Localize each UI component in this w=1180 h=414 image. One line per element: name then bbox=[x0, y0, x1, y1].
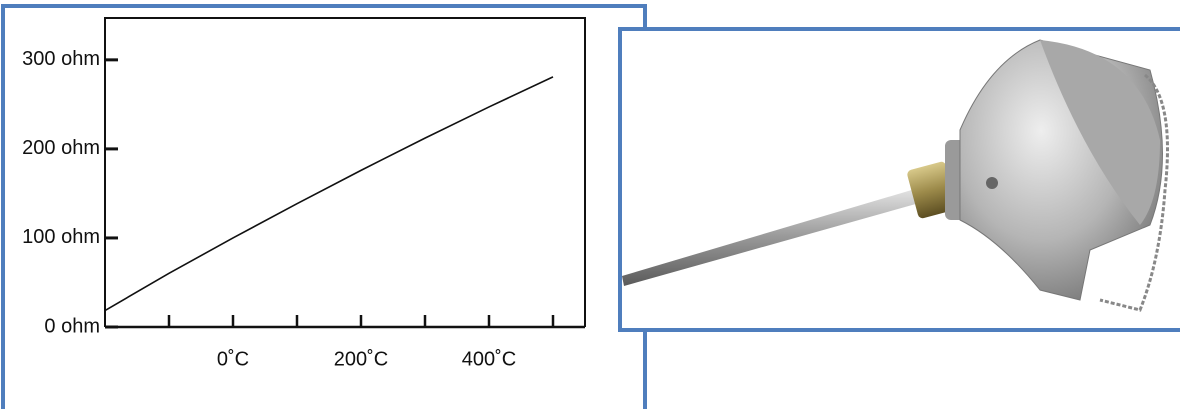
probe-rod bbox=[622, 186, 930, 286]
plot-frame bbox=[104, 17, 586, 327]
probe-chain bbox=[1099, 73, 1169, 312]
y-tick-label: 100 ohm bbox=[22, 226, 100, 248]
probe-screw bbox=[986, 177, 998, 189]
probe-lid bbox=[1040, 40, 1160, 225]
x-tick-label: 0˚C bbox=[217, 348, 249, 370]
y-tick-label: 0 ohm bbox=[44, 315, 100, 337]
probe-nut bbox=[907, 161, 957, 219]
curve bbox=[104, 76, 554, 312]
x-tick-label: 400˚C bbox=[462, 348, 516, 370]
probe-photo bbox=[618, 27, 1180, 332]
x-tick-label: 200˚C bbox=[334, 348, 388, 370]
y-tick-label: 200 ohm bbox=[22, 137, 100, 159]
y-tick-label: 300 ohm bbox=[22, 48, 100, 70]
